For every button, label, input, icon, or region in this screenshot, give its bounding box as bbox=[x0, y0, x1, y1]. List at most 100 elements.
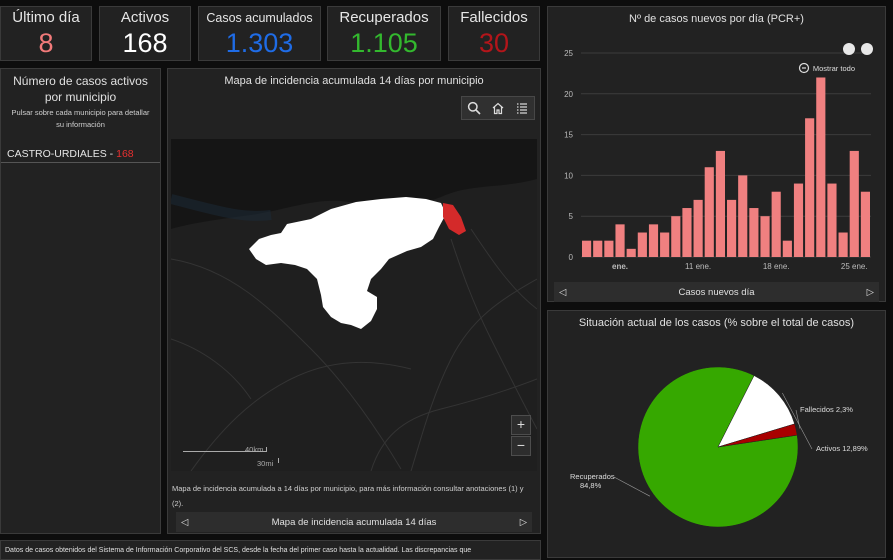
x-tick-label: 25 ene. bbox=[841, 262, 868, 271]
map-title: Mapa de incidencia acumulada 14 días por… bbox=[224, 75, 484, 87]
pie-chart-canvas: Recuperados 84,8% Activos 12,89% Fallecidos… bbox=[570, 366, 868, 528]
stat-value: 1.303 bbox=[225, 28, 294, 58]
scale-km: 40km bbox=[245, 445, 264, 454]
bar bbox=[660, 232, 670, 257]
bottom-info-text: Datos de casos obtenidos del Sistema de … bbox=[5, 547, 472, 554]
stat-casos-acumulados: Casos acumulados 1.303 bbox=[198, 6, 321, 61]
label-leader bbox=[795, 409, 801, 429]
stat-activos: Activos 168 bbox=[99, 6, 191, 61]
bar-chart-panel: Nº de casos nuevos por día (PCR+) 0 5 10 15… bbox=[547, 6, 886, 302]
search-icon[interactable] bbox=[462, 97, 486, 119]
y-tick-label: 25 bbox=[564, 49, 573, 58]
bar bbox=[805, 118, 815, 257]
stat-fallecidos: Fallecidos 30 bbox=[448, 6, 540, 61]
bar bbox=[749, 208, 759, 257]
bar bbox=[604, 240, 614, 257]
x-tick-label: ene. bbox=[612, 262, 628, 271]
pie-slice bbox=[717, 423, 798, 448]
bar bbox=[693, 199, 703, 257]
castro-urdiales-highlight bbox=[443, 203, 466, 235]
pie-chart-title: Situación actual de los casos (% sobre e… bbox=[578, 317, 855, 329]
x-tick-label: 11 ene. bbox=[685, 262, 711, 271]
scale-bar: 40km 30mi bbox=[183, 445, 279, 468]
slice-label: Activos 12,89% bbox=[816, 444, 868, 453]
home-icon[interactable] bbox=[486, 97, 510, 119]
list-subtitle: Pulsar sobre cada municipio para detalla… bbox=[11, 108, 150, 129]
prev-arrow-icon[interactable]: ◁ bbox=[181, 516, 189, 528]
stat-label: Recuperados bbox=[339, 9, 429, 26]
active-cases-panel: Número de casos activos por municipio Pu… bbox=[0, 68, 161, 534]
bar bbox=[738, 175, 748, 257]
map-panel: Mapa de incidencia acumulada 14 días por… bbox=[167, 68, 541, 534]
zoom-out-icon bbox=[798, 62, 809, 74]
map-footer-nav: ◁ Mapa de incidencia acumulada 14 días ▷ bbox=[176, 512, 532, 532]
map-canvas bbox=[171, 139, 537, 471]
bar-chart-canvas: 0 5 10 15 20 25 ene. 11 ene. 18 ene. 25 ene. bbox=[564, 49, 871, 271]
stat-value: 8 bbox=[38, 28, 54, 58]
bar bbox=[838, 232, 848, 257]
list-item-name: CASTRO-URDIALES bbox=[7, 148, 107, 160]
map-toolbar bbox=[461, 96, 535, 120]
bar bbox=[793, 183, 804, 257]
scale-mi: 30mi bbox=[257, 459, 274, 468]
bar bbox=[827, 183, 837, 257]
y-tick-label: 5 bbox=[569, 212, 574, 221]
list-icon[interactable] bbox=[510, 97, 534, 119]
bar bbox=[626, 248, 636, 257]
show-all-label: Mostrar todo bbox=[812, 63, 855, 73]
bar bbox=[727, 199, 737, 257]
bar bbox=[860, 191, 870, 257]
show-all-button[interactable]: Mostrar todo bbox=[798, 62, 855, 74]
bar bbox=[849, 150, 859, 257]
list-title: Número de casos activos por municipio bbox=[13, 74, 148, 104]
toggle-icon[interactable] bbox=[861, 43, 873, 55]
bar-chart-title: Nº de casos nuevos por día (PCR+) bbox=[629, 13, 804, 25]
stat-value: 1.105 bbox=[350, 28, 418, 58]
bar bbox=[615, 224, 625, 257]
zoom-out-button[interactable]: − bbox=[511, 436, 531, 456]
sea-area bbox=[171, 139, 537, 229]
chart-controls bbox=[843, 43, 873, 55]
stat-value: 168 bbox=[122, 28, 168, 58]
bar-footer-label: Casos nuevos día bbox=[678, 286, 755, 298]
bar bbox=[671, 216, 681, 257]
prev-arrow-icon[interactable]: ◁ bbox=[559, 286, 567, 298]
bar bbox=[816, 77, 826, 257]
label-leader bbox=[613, 476, 651, 497]
stat-label: Activos bbox=[120, 9, 170, 26]
bar bbox=[682, 208, 692, 257]
bar bbox=[648, 224, 659, 257]
y-tick-label: 10 bbox=[564, 171, 573, 180]
map-footer-label: Mapa de incidencia acumulada 14 días bbox=[271, 516, 437, 528]
bar bbox=[582, 240, 592, 257]
map-view[interactable]: + − 40km 30mi bbox=[171, 139, 537, 471]
bar bbox=[782, 240, 792, 257]
stat-label: Casos acumulados bbox=[206, 11, 313, 25]
list-item-value: 168 bbox=[116, 148, 134, 160]
stat-label: Último día bbox=[12, 9, 80, 26]
bar bbox=[715, 150, 725, 257]
next-arrow-icon[interactable]: ▷ bbox=[866, 286, 874, 298]
bar bbox=[593, 240, 603, 257]
stat-value: 30 bbox=[478, 28, 510, 58]
list-item[interactable]: CASTRO-URDIALES - 168 bbox=[1, 145, 160, 163]
bottom-info-panel: Datos de casos obtenidos del Sistema de … bbox=[0, 540, 541, 560]
slice-label: Recuperados 84,8% bbox=[570, 472, 615, 490]
bar bbox=[704, 167, 714, 257]
cantabria-region bbox=[249, 197, 446, 329]
y-tick-label: 20 bbox=[564, 90, 573, 99]
road-network bbox=[171, 228, 537, 471]
bar-footer-nav: ◁ Casos nuevos día ▷ bbox=[554, 282, 879, 302]
zoom-in-button[interactable]: + bbox=[511, 415, 531, 435]
stat-ultimo-dia: Último día 8 bbox=[0, 6, 92, 61]
toggle-icon[interactable] bbox=[843, 43, 855, 55]
next-arrow-icon[interactable]: ▷ bbox=[519, 516, 527, 528]
pie-slice bbox=[717, 375, 795, 448]
stat-label: Fallecidos bbox=[460, 9, 528, 26]
map-note: Mapa de incidencia acumulada a 14 días p… bbox=[172, 484, 524, 508]
bar bbox=[760, 216, 770, 257]
bar bbox=[637, 232, 647, 257]
coast-shade bbox=[171, 194, 272, 221]
list-item-separator: - bbox=[106, 148, 117, 160]
bar bbox=[771, 191, 781, 257]
